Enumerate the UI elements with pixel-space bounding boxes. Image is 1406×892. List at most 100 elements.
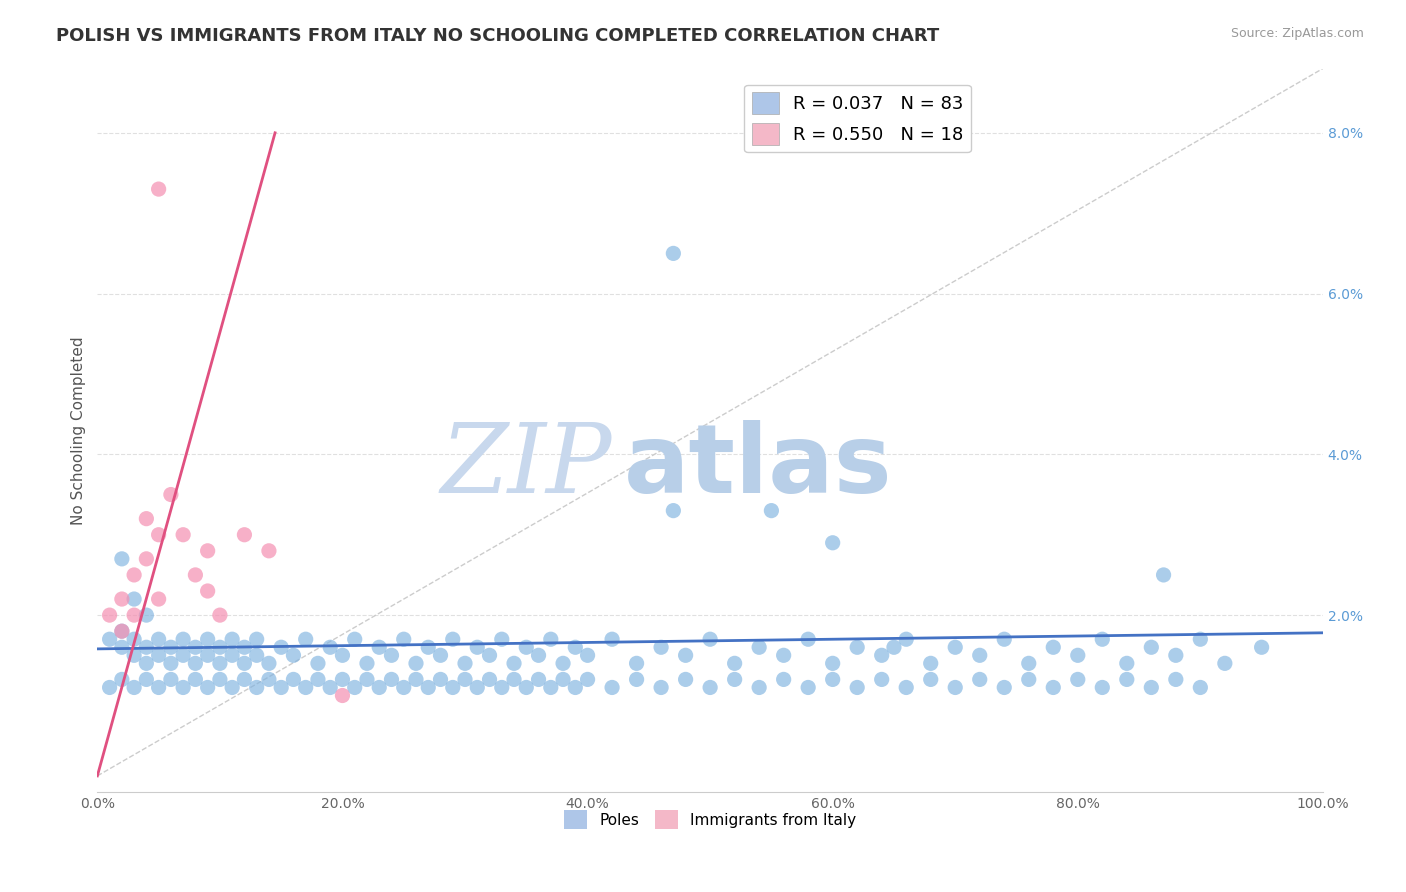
Point [160,640,183,655]
Point [392,681,415,695]
Point [551,673,574,687]
Point [172,648,194,663]
Point [454,657,477,671]
Point [135,673,157,687]
Point [184,640,207,655]
Point [111,640,134,655]
Y-axis label: No Schooling Completed: No Schooling Completed [72,336,86,524]
Point [1153,568,1175,582]
Point [600,632,623,647]
Point [515,640,537,655]
Point [870,648,893,663]
Point [896,681,918,695]
Point [418,640,440,655]
Point [148,632,170,647]
Point [233,527,256,541]
Point [148,592,170,607]
Point [650,681,672,695]
Point [576,648,599,663]
Point [896,632,918,647]
Point [197,648,219,663]
Point [122,592,145,607]
Point [1189,681,1212,695]
Point [392,632,415,647]
Point [478,673,501,687]
Point [920,673,942,687]
Point [418,681,440,695]
Point [1018,657,1040,671]
Point [233,657,256,671]
Point [441,632,464,647]
Point [208,640,231,655]
Point [197,584,219,599]
Point [283,648,305,663]
Point [148,182,170,196]
Point [380,648,402,663]
Text: atlas: atlas [624,420,893,513]
Point [527,673,550,687]
Point [356,673,378,687]
Point [626,657,648,671]
Point [332,673,354,687]
Point [294,681,316,695]
Point [564,640,586,655]
Point [969,648,991,663]
Point [1189,632,1212,647]
Point [772,648,794,663]
Point [503,673,526,687]
Point [160,657,183,671]
Point [294,632,316,647]
Point [122,632,145,647]
Point [221,632,243,647]
Point [1250,640,1272,655]
Point [943,681,966,695]
Point [662,503,685,517]
Point [1164,648,1187,663]
Point [1140,640,1163,655]
Point [1115,657,1137,671]
Point [1213,657,1236,671]
Point [993,681,1015,695]
Point [283,673,305,687]
Point [368,640,391,655]
Point [491,632,513,647]
Point [135,552,157,566]
Point [699,681,721,695]
Point [1091,681,1114,695]
Point [429,673,451,687]
Point [319,681,342,695]
Point [184,657,207,671]
Point [135,657,157,671]
Point [675,673,697,687]
Point [307,657,329,671]
Point [98,632,121,647]
Point [233,673,256,687]
Point [1164,673,1187,687]
Point [257,673,280,687]
Point [257,657,280,671]
Point [246,648,269,663]
Point [797,632,820,647]
Point [405,657,427,671]
Point [122,608,145,623]
Point [797,681,820,695]
Point [356,657,378,671]
Point [111,673,134,687]
Point [221,648,243,663]
Point [1042,681,1064,695]
Point [1115,673,1137,687]
Point [723,673,745,687]
Point [148,681,170,695]
Point [122,568,145,582]
Point [148,527,170,541]
Point [969,673,991,687]
Point [883,640,905,655]
Point [380,673,402,687]
Point [111,592,134,607]
Point [662,246,685,260]
Point [111,552,134,566]
Point [429,648,451,663]
Point [748,640,770,655]
Legend: Poles, Immigrants from Italy: Poles, Immigrants from Italy [558,804,862,835]
Point [1140,681,1163,695]
